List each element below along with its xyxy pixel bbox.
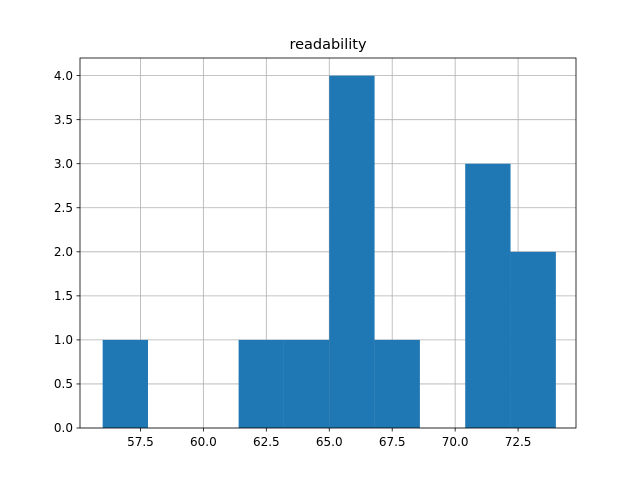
histogram-bar	[465, 163, 511, 428]
y-tick-label: 1.0	[54, 333, 73, 347]
axes	[79, 57, 577, 429]
histogram-bar	[283, 339, 330, 428]
x-tick-label: 57.5	[127, 435, 154, 449]
chart-title: readability	[289, 37, 367, 53]
histogram-bar	[510, 251, 556, 428]
histogram-bar	[102, 339, 148, 428]
x-tick-label: 67.5	[379, 435, 406, 449]
x-axis-ticks: 57.5 60.0 62.5 65.0 67.5 70.0 72.5	[127, 428, 531, 449]
x-tick-label: 62.5	[253, 435, 280, 449]
y-tick-label: 0.0	[54, 421, 73, 435]
histogram-bar	[238, 339, 284, 428]
y-tick-label: 3.0	[54, 157, 73, 171]
axes-frame	[79, 57, 577, 429]
y-tick-label: 3.5	[54, 113, 73, 127]
histogram-bar	[374, 339, 420, 428]
y-tick-label: 1.5	[54, 289, 73, 303]
y-axis-ticks: 0.0 0.5 1.0 1.5 2.0 2.5 3.0 3.5 4.0	[54, 69, 80, 435]
y-tick-label: 4.0	[54, 69, 73, 83]
x-tick-label: 65.0	[316, 435, 343, 449]
y-tick-label: 0.5	[54, 377, 73, 391]
y-tick-label: 2.0	[54, 245, 73, 259]
histogram-bars	[102, 75, 556, 428]
y-tick-label: 2.5	[54, 201, 73, 215]
histogram-bar	[329, 75, 375, 428]
x-tick-label: 70.0	[442, 435, 469, 449]
x-tick-label: 72.5	[505, 435, 532, 449]
x-tick-label: 60.0	[190, 435, 217, 449]
